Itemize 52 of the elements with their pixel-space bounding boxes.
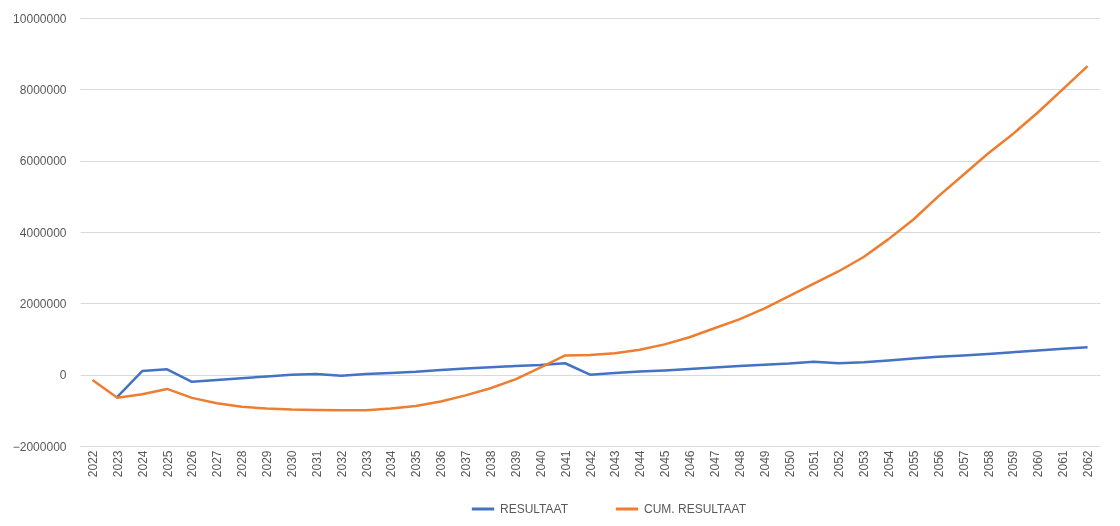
x-tick-label: 2050 [782, 450, 797, 478]
x-tick-label: 2025 [160, 450, 175, 478]
y-tick-label: 8000000 [19, 82, 67, 97]
x-tick-label: 2052 [832, 450, 847, 478]
x-tick-label: 2024 [135, 450, 150, 478]
x-tick-label: 2035 [409, 450, 424, 478]
x-tick-label: 2048 [732, 450, 747, 478]
x-tick-label: 2044 [633, 450, 648, 478]
legend-label: CUM. RESULTAAT [644, 502, 747, 516]
x-tick-label: 2045 [658, 450, 673, 478]
x-tick-label: 2053 [857, 450, 872, 478]
x-tick-label: 2034 [384, 450, 399, 478]
x-tick-label: 2023 [110, 450, 125, 478]
x-tick-label: 2040 [533, 450, 548, 478]
x-tick-label: 2041 [558, 450, 573, 478]
x-tick-label: 2031 [309, 450, 324, 478]
x-tick-label: 2047 [707, 450, 722, 478]
y-tick-label: 4000000 [19, 225, 67, 240]
y-tick-label: 0 [59, 368, 67, 383]
x-tick-label: 2029 [260, 450, 275, 478]
line-series [116, 345, 1089, 399]
y-tick-label: 6000000 [19, 154, 67, 169]
x-tick-label: 2062 [1081, 450, 1096, 478]
x-tick-label: 2060 [1031, 450, 1046, 478]
x-tick-label: 2043 [608, 450, 623, 478]
x-tick-label: 2037 [459, 450, 474, 478]
x-tick-label: 2046 [683, 450, 698, 478]
y-tick-label: −2000000 [12, 439, 67, 454]
x-tick-label: 2026 [185, 450, 200, 478]
x-tick-label: 2055 [906, 450, 921, 478]
x-tick-label: 2061 [1056, 450, 1071, 478]
x-tick-label: 2049 [757, 450, 772, 478]
x-tick-label: 2030 [284, 450, 299, 478]
x-tick-label: 2054 [882, 450, 897, 478]
x-tick-label: 2032 [334, 450, 349, 478]
x-tick-label: 2056 [931, 450, 946, 478]
x-tick-label: 2059 [1006, 450, 1021, 478]
x-tick-label: 2033 [359, 450, 374, 478]
x-tick-label: 2038 [483, 450, 498, 478]
x-tick-label: 2022 [85, 450, 100, 478]
y-tick-label: 10000000 [13, 11, 67, 26]
x-tick-label: 2036 [434, 450, 449, 478]
y-tick-label: 2000000 [19, 296, 67, 311]
x-tick-label: 2039 [508, 450, 523, 478]
x-tick-label: 2028 [235, 450, 250, 478]
x-tick-label: 2058 [981, 450, 996, 478]
x-tick-label: 2027 [210, 450, 225, 478]
line-series [91, 64, 1089, 412]
x-tick-label: 2051 [807, 450, 822, 478]
legend-label: RESULTAAT [500, 502, 569, 516]
x-tick-label: 2042 [583, 450, 598, 478]
x-tick-label: 2057 [956, 450, 971, 478]
